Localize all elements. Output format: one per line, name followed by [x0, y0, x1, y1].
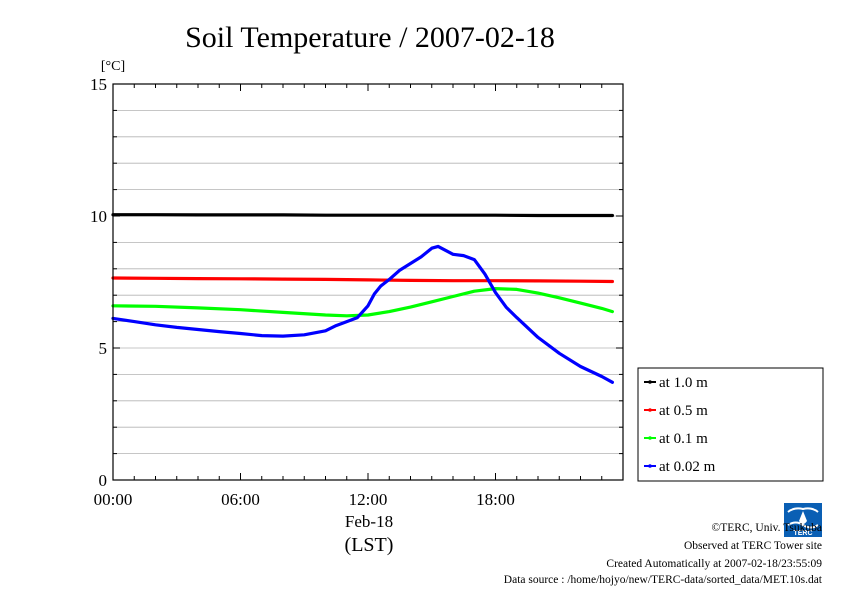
legend-label: at 1.0 m	[659, 375, 708, 391]
y-tick-label: 0	[99, 471, 108, 490]
y-tick-label: 15	[90, 75, 107, 94]
legend-marker	[648, 380, 652, 384]
x-tick-label: 18:00	[476, 490, 515, 509]
x-tick-label: 00:00	[94, 490, 133, 509]
y-axis-unit: [°C]	[101, 59, 125, 74]
legend: at 1.0 m at 0.5 m at 0.1 m at 0.02 m	[637, 367, 824, 482]
legend-marker	[648, 436, 652, 440]
y-tick-labels: 0 5 10 15	[90, 75, 107, 490]
logo-text: TERC	[793, 530, 812, 537]
legend-label: at 0.5 m	[659, 403, 708, 419]
x-tick-labels: 00:00 06:00 12:00 18:00	[94, 490, 515, 509]
terc-logo-icon: TERC	[784, 503, 822, 537]
axis-ticks	[112, 83, 624, 481]
x-axis-label: (LST)	[345, 534, 394, 556]
credit-observed: Observed at TERC Tower site	[684, 540, 822, 552]
x-tick-label: 06:00	[221, 490, 260, 509]
series-line-at-1-0-m	[111, 213, 615, 218]
y-tick-label: 10	[90, 207, 107, 226]
legend-label: at 0.1 m	[659, 431, 708, 447]
credit-source: Data source : /home/hojyo/new/TERC-data/…	[504, 574, 823, 586]
credit-created: Created Automatically at 2007-02-18/23:5…	[606, 558, 822, 570]
series-line-at-0-02-m	[111, 244, 615, 384]
legend-label: at 0.02 m	[659, 459, 716, 475]
series-line-at-0-1-m	[111, 287, 615, 318]
legend-box	[637, 367, 824, 482]
legend-marker	[648, 464, 652, 468]
chart-title: Soil Temperature / 2007-02-18	[185, 21, 555, 54]
series-layer	[111, 213, 615, 384]
x-axis-date: Feb-18	[345, 512, 393, 531]
x-tick-label: 12:00	[349, 490, 388, 509]
grid-lines	[113, 110, 623, 455]
legend-marker	[648, 408, 652, 412]
y-tick-label: 5	[99, 339, 108, 358]
series-line-at-0-5-m	[111, 276, 615, 284]
credit-copyright: ©TERC, Univ. Tsukuba	[712, 522, 822, 534]
